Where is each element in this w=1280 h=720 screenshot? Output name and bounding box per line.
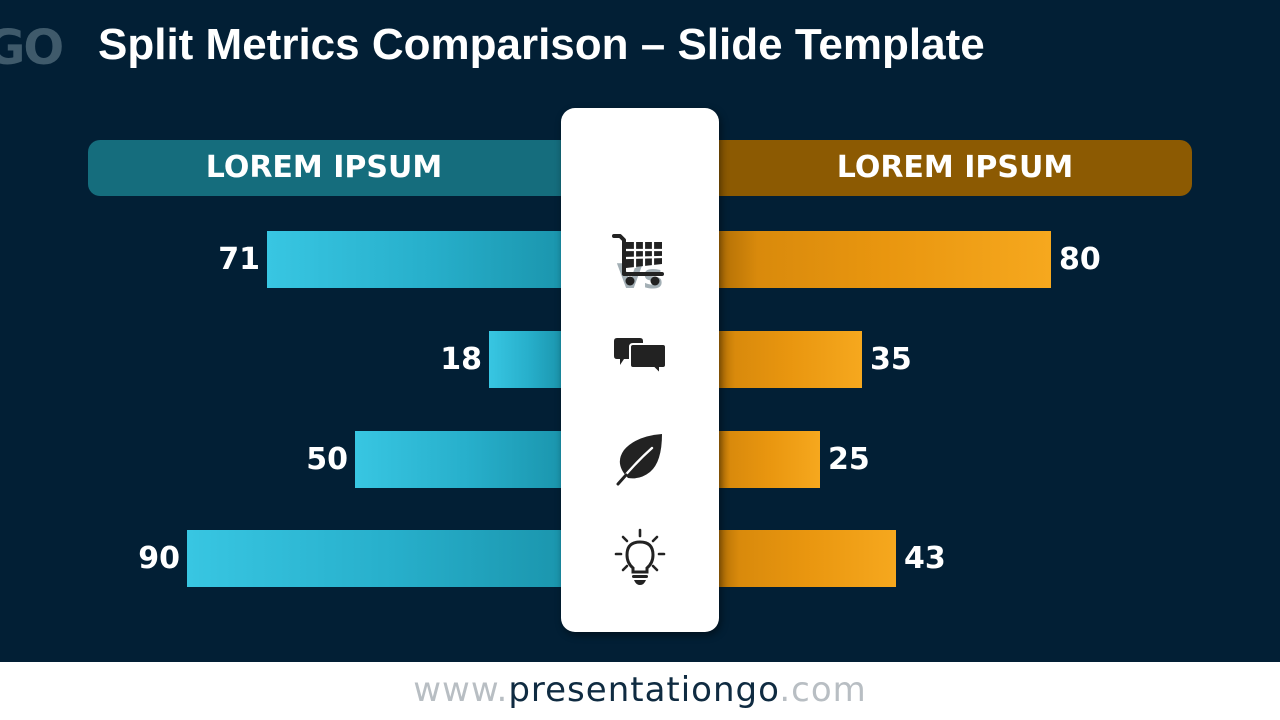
- chat-bubbles-icon: [614, 338, 667, 377]
- footer-website: www.presentationgo.com: [0, 662, 1280, 720]
- left-bar-row-4: [187, 530, 561, 587]
- slide-canvas: GO Split Metrics Comparison – Slide Temp…: [0, 0, 1280, 662]
- right-value-row-1: 80: [1059, 242, 1101, 277]
- slide-title: Split Metrics Comparison – Slide Templat…: [98, 20, 985, 69]
- right-bar-row-3: [718, 431, 820, 488]
- right-value-row-3: 25: [828, 442, 870, 477]
- logo-fragment: GO: [0, 20, 64, 76]
- footer-brand: presentationgo: [508, 670, 780, 710]
- footer-suffix: .com: [779, 670, 867, 710]
- right-bar-row-1: [718, 231, 1051, 288]
- right-bar-row-4: [718, 530, 896, 587]
- right-value-row-2: 35: [870, 342, 912, 377]
- left-value-row-3: 50: [306, 442, 348, 477]
- right-series-label: LOREM IPSUM: [836, 150, 1074, 185]
- left-value-row-4: 90: [138, 541, 180, 576]
- right-bar-row-2: [718, 331, 862, 388]
- left-value-row-2: 18: [440, 342, 482, 377]
- left-bar-row-2: [489, 331, 561, 388]
- leaf-icon: [616, 434, 662, 486]
- shopping-cart-icon: [612, 234, 664, 286]
- left-value-row-1: 71: [218, 242, 260, 277]
- left-bar-row-3: [355, 431, 561, 488]
- right-series-header: LOREM IPSUM: [680, 140, 1192, 196]
- left-bar-row-1: [267, 231, 561, 288]
- center-vs-panel: Vs: [561, 108, 719, 632]
- footer-prefix: www.: [413, 670, 509, 710]
- left-series-label: LOREM IPSUM: [205, 150, 443, 185]
- right-value-row-4: 43: [904, 541, 946, 576]
- lightbulb-icon: [614, 528, 666, 585]
- left-series-header: LOREM IPSUM: [88, 140, 608, 196]
